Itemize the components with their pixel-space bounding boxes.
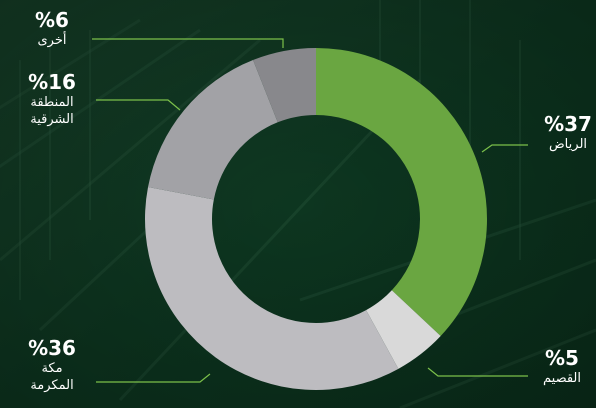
- slice-percent: %6: [35, 8, 69, 32]
- slice-percent: %16: [28, 70, 76, 94]
- slice-percent: %36: [28, 336, 76, 360]
- donut-slice-other: [253, 48, 316, 123]
- leader-line-other: [92, 38, 284, 48]
- slice-percent: %5: [545, 346, 579, 370]
- donut-slice-eastern-province: [148, 60, 278, 200]
- slice-name-line-2: المكرمة: [30, 378, 74, 393]
- leader-line-makkah: [96, 373, 211, 383]
- slice-label-other: %6 أخرى: [16, 8, 88, 49]
- slice-name: القصيم: [543, 371, 581, 386]
- slice-label-riyadh: %37 الرياض: [537, 112, 596, 153]
- slice-name: الرياض: [548, 137, 588, 152]
- slice-name-line-1: مكة: [41, 361, 63, 376]
- slice-name-line-2: الشرقية: [30, 112, 74, 127]
- donut-slice-riyadh: [316, 48, 487, 337]
- slice-label-qassim: %5 القصيم: [526, 346, 596, 387]
- slice-label-makkah: %36 مكة المكرمة: [10, 336, 94, 394]
- slice-name-line-1: المنطقة: [30, 95, 74, 110]
- leader-line-qassim: [427, 367, 528, 377]
- donut-slice-makkah: [145, 186, 399, 390]
- leader-line-riyadh: [481, 144, 528, 153]
- slice-name: أخرى: [37, 33, 67, 48]
- donut-slice-qassim: [366, 290, 441, 369]
- slice-label-eastern-province: %16 المنطقة الشرقية: [10, 70, 94, 128]
- leader-line-eastern-province: [96, 99, 181, 111]
- slice-percent: %37: [544, 112, 592, 136]
